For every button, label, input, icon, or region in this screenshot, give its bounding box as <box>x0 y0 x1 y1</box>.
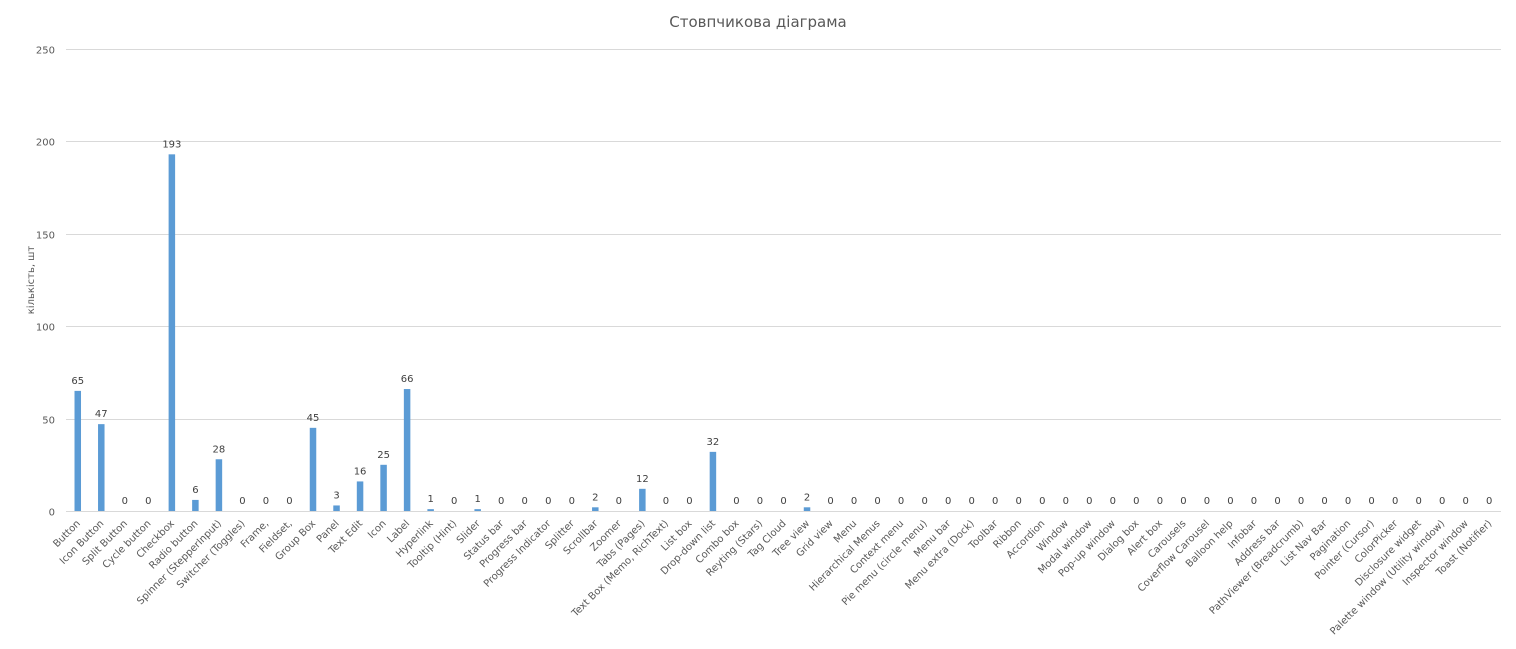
data-label: 0 <box>1274 496 1280 507</box>
data-label: 0 <box>1298 496 1304 507</box>
data-label: 0 <box>1227 496 1233 507</box>
data-label: 0 <box>263 496 269 507</box>
data-label: 0 <box>1439 496 1445 507</box>
bar <box>356 481 364 511</box>
data-label: 0 <box>1392 496 1398 507</box>
bar <box>403 389 411 511</box>
y-tick-label: 250 <box>36 46 55 57</box>
y-tick-label: 200 <box>36 138 55 149</box>
data-label: 25 <box>377 450 390 461</box>
data-label: 0 <box>145 496 151 507</box>
data-label: 0 <box>1110 496 1116 507</box>
data-label: 0 <box>616 496 622 507</box>
data-label: 0 <box>1251 496 1257 507</box>
data-label: 12 <box>636 474 649 485</box>
y-tick-label: 100 <box>36 323 55 334</box>
bar <box>309 427 317 511</box>
data-label: 0 <box>898 496 904 507</box>
data-label: 0 <box>827 496 833 507</box>
data-label: 66 <box>401 374 414 385</box>
data-label: 65 <box>71 376 84 387</box>
data-label: 0 <box>1133 496 1139 507</box>
data-labels: 65 47 0 0 193 6 28 0 0 0 45 3 16 25 66 1 0 1 0 0 0 0 2 0 12 0 0 32 0… <box>71 139 1492 507</box>
data-label: 0 <box>1180 496 1186 507</box>
data-label: 6 <box>192 485 198 496</box>
data-label: 28 <box>213 444 226 455</box>
data-label: 0 <box>992 496 998 507</box>
data-label: 0 <box>1086 496 1092 507</box>
data-label: 0 <box>1016 496 1022 507</box>
data-label: 193 <box>162 139 181 150</box>
data-label: 0 <box>1415 496 1421 507</box>
bar <box>380 464 387 511</box>
data-label: 2 <box>804 492 810 503</box>
data-label: 0 <box>498 496 504 507</box>
data-label: 0 <box>874 496 880 507</box>
bar <box>709 451 717 511</box>
data-label: 1 <box>427 494 433 505</box>
data-label: 0 <box>969 496 975 507</box>
data-label: 32 <box>707 437 720 448</box>
data-label: 0 <box>122 496 128 507</box>
data-label: 0 <box>1486 496 1492 507</box>
bar <box>192 499 199 511</box>
bar <box>333 505 340 511</box>
data-label: 0 <box>945 496 951 507</box>
bar <box>803 507 811 511</box>
data-label: 0 <box>757 496 763 507</box>
data-label: 45 <box>307 413 320 424</box>
bar <box>215 459 223 511</box>
data-label: 0 <box>1368 496 1374 507</box>
data-label: 0 <box>733 496 739 507</box>
data-label: 0 <box>780 496 786 507</box>
data-label: 0 <box>1063 496 1069 507</box>
bar <box>98 424 105 511</box>
data-label: 0 <box>1463 496 1469 507</box>
data-label: 0 <box>1345 496 1351 507</box>
bars <box>74 154 811 511</box>
bar <box>168 154 176 511</box>
data-label: 3 <box>333 490 339 501</box>
data-label: 0 <box>451 496 457 507</box>
y-axis-label: кількість, шт <box>25 246 37 315</box>
bar <box>427 509 434 511</box>
gridlines <box>66 49 1501 512</box>
data-label: 0 <box>522 496 528 507</box>
data-label: 0 <box>686 496 692 507</box>
y-tick-label: 0 <box>49 508 55 519</box>
bar <box>474 509 481 511</box>
bar <box>74 390 82 511</box>
data-label: 0 <box>663 496 669 507</box>
data-label: 0 <box>851 496 857 507</box>
bar <box>639 488 646 511</box>
data-label: 0 <box>1321 496 1327 507</box>
data-label: 0 <box>569 496 575 507</box>
data-label: 16 <box>354 466 367 477</box>
data-label: 2 <box>592 492 598 503</box>
y-tick-labels: 0 50 100 150 200 250 <box>36 46 55 519</box>
data-label: 0 <box>286 496 292 507</box>
y-tick-label: 150 <box>36 231 55 242</box>
data-label: 47 <box>95 409 108 420</box>
data-label: 0 <box>1039 496 1045 507</box>
chart-title: Стовпчикова діаграма <box>669 13 847 31</box>
data-label: 0 <box>921 496 927 507</box>
data-label: 0 <box>239 496 245 507</box>
data-label: 0 <box>1204 496 1210 507</box>
data-label: 0 <box>1157 496 1163 507</box>
y-tick-label: 50 <box>42 416 55 427</box>
bar <box>592 507 599 511</box>
data-label: 0 <box>545 496 551 507</box>
data-label: 1 <box>474 494 480 505</box>
